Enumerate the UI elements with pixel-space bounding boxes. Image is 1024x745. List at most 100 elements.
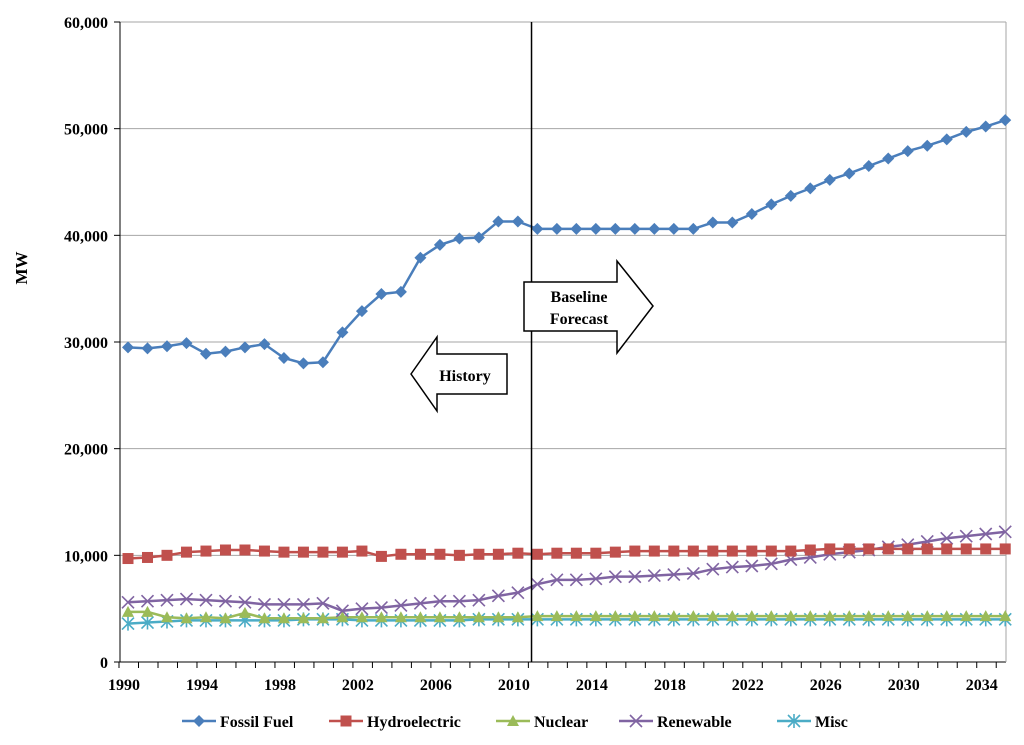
legend-item-renewable: Renewable [619,714,732,731]
point-nuclear [141,605,154,617]
point-hydroelectric [804,544,816,556]
point-renewable [530,577,544,591]
legend-label-hydroelectric: Hydroelectric [367,714,461,731]
point-hydroelectric [200,545,212,557]
point-misc [140,615,155,630]
point-nuclear [706,610,719,622]
point-hydroelectric [375,550,387,562]
point-renewable [335,604,349,618]
point-renewable [589,572,603,586]
point-misc [121,616,135,631]
point-fossil-fuel [355,305,368,318]
point-fossil-fuel [843,167,856,180]
y-axis-label: MW [12,251,31,284]
axes [114,21,1007,668]
point-hydroelectric [551,547,563,559]
point-nuclear [687,610,700,622]
point-nuclear [804,610,817,622]
point-renewable [550,573,564,587]
point-nuclear [823,610,836,622]
point-hydroelectric [297,546,309,558]
point-fossil-fuel [219,345,232,358]
point-renewable [394,598,408,613]
point-hydroelectric [863,543,875,555]
forecast-label-line1: Baseline [551,289,608,306]
point-hydroelectric [317,546,329,558]
legend-item-misc: Misc [777,714,848,731]
point-hydroelectric [882,543,894,555]
series-fossil-fuel [122,114,1012,370]
point-renewable [647,569,661,583]
point-hydroelectric [570,547,582,559]
legend-marker-renewable [629,714,643,728]
point-fossil-fuel [726,216,739,229]
point-renewable [706,562,720,576]
point-renewable [472,593,486,607]
legend: Fossil Fuel Hydroelectric Nuclear Renewable… [182,714,848,731]
legend-label-renewable: Renewable [657,714,732,731]
point-nuclear [472,611,485,623]
point-hydroelectric [161,549,173,561]
point-hydroelectric [453,549,465,561]
point-fossil-fuel [472,231,485,244]
point-nuclear [979,610,992,622]
legend-marker-nuclear [507,715,519,726]
point-nuclear [882,610,895,622]
point-hydroelectric [414,548,426,560]
point-fossil-fuel [979,120,992,133]
series-line-nuclear [128,610,1006,620]
x-tick-label: 2034 [966,677,998,694]
point-fossil-fuel [258,338,271,351]
point-hydroelectric [336,546,348,558]
point-fossil-fuel [511,215,524,228]
point-fossil-fuel [823,173,836,186]
point-renewable [179,592,194,606]
point-fossil-fuel [609,222,622,235]
point-hydroelectric [122,553,134,565]
point-nuclear [414,611,427,623]
point-fossil-fuel [804,182,817,195]
point-fossil-fuel [336,326,349,339]
point-nuclear [492,611,505,623]
point-fossil-fuel [414,251,427,264]
x-tick-label: 1994 [186,677,218,694]
point-nuclear [726,610,739,622]
series-line-fossil-fuel [127,118,1006,365]
point-renewable [940,531,954,545]
point-renewable [725,560,739,574]
x-tick-label: 1990 [108,677,140,694]
series-line-renewable [127,530,1006,613]
point-hydroelectric [824,543,836,555]
point-fossil-fuel [745,208,758,220]
x-tick-label: 2026 [810,677,842,694]
annotations: History Baseline Forecast [410,22,654,662]
point-renewable [199,593,213,607]
point-nuclear [297,612,310,624]
point-fossil-fuel [628,222,641,235]
series-nuclear [122,605,1012,624]
point-renewable [218,594,233,608]
point-renewable [491,589,505,603]
point-nuclear [180,612,193,624]
point-nuclear [843,610,856,622]
point-fossil-fuel [706,216,719,229]
forecast-arrow: Baseline Forecast [523,258,654,356]
point-renewable [355,602,369,616]
point-nuclear [531,610,544,622]
point-fossil-fuel [531,222,544,235]
point-hydroelectric [960,543,972,555]
point-renewable [257,597,272,611]
point-fossil-fuel [160,340,173,353]
point-nuclear [511,611,524,623]
point-hydroelectric [239,544,251,556]
point-nuclear [901,610,914,622]
point-renewable [764,557,778,571]
point-fossil-fuel [687,222,700,235]
point-hydroelectric [629,545,641,557]
point-renewable [998,525,1012,539]
legend-item-nuclear: Nuclear [496,714,588,731]
legend-marker-fossil-fuel [193,715,205,727]
series-group [121,114,1012,631]
point-fossil-fuel [589,222,602,235]
point-renewable [511,586,525,600]
